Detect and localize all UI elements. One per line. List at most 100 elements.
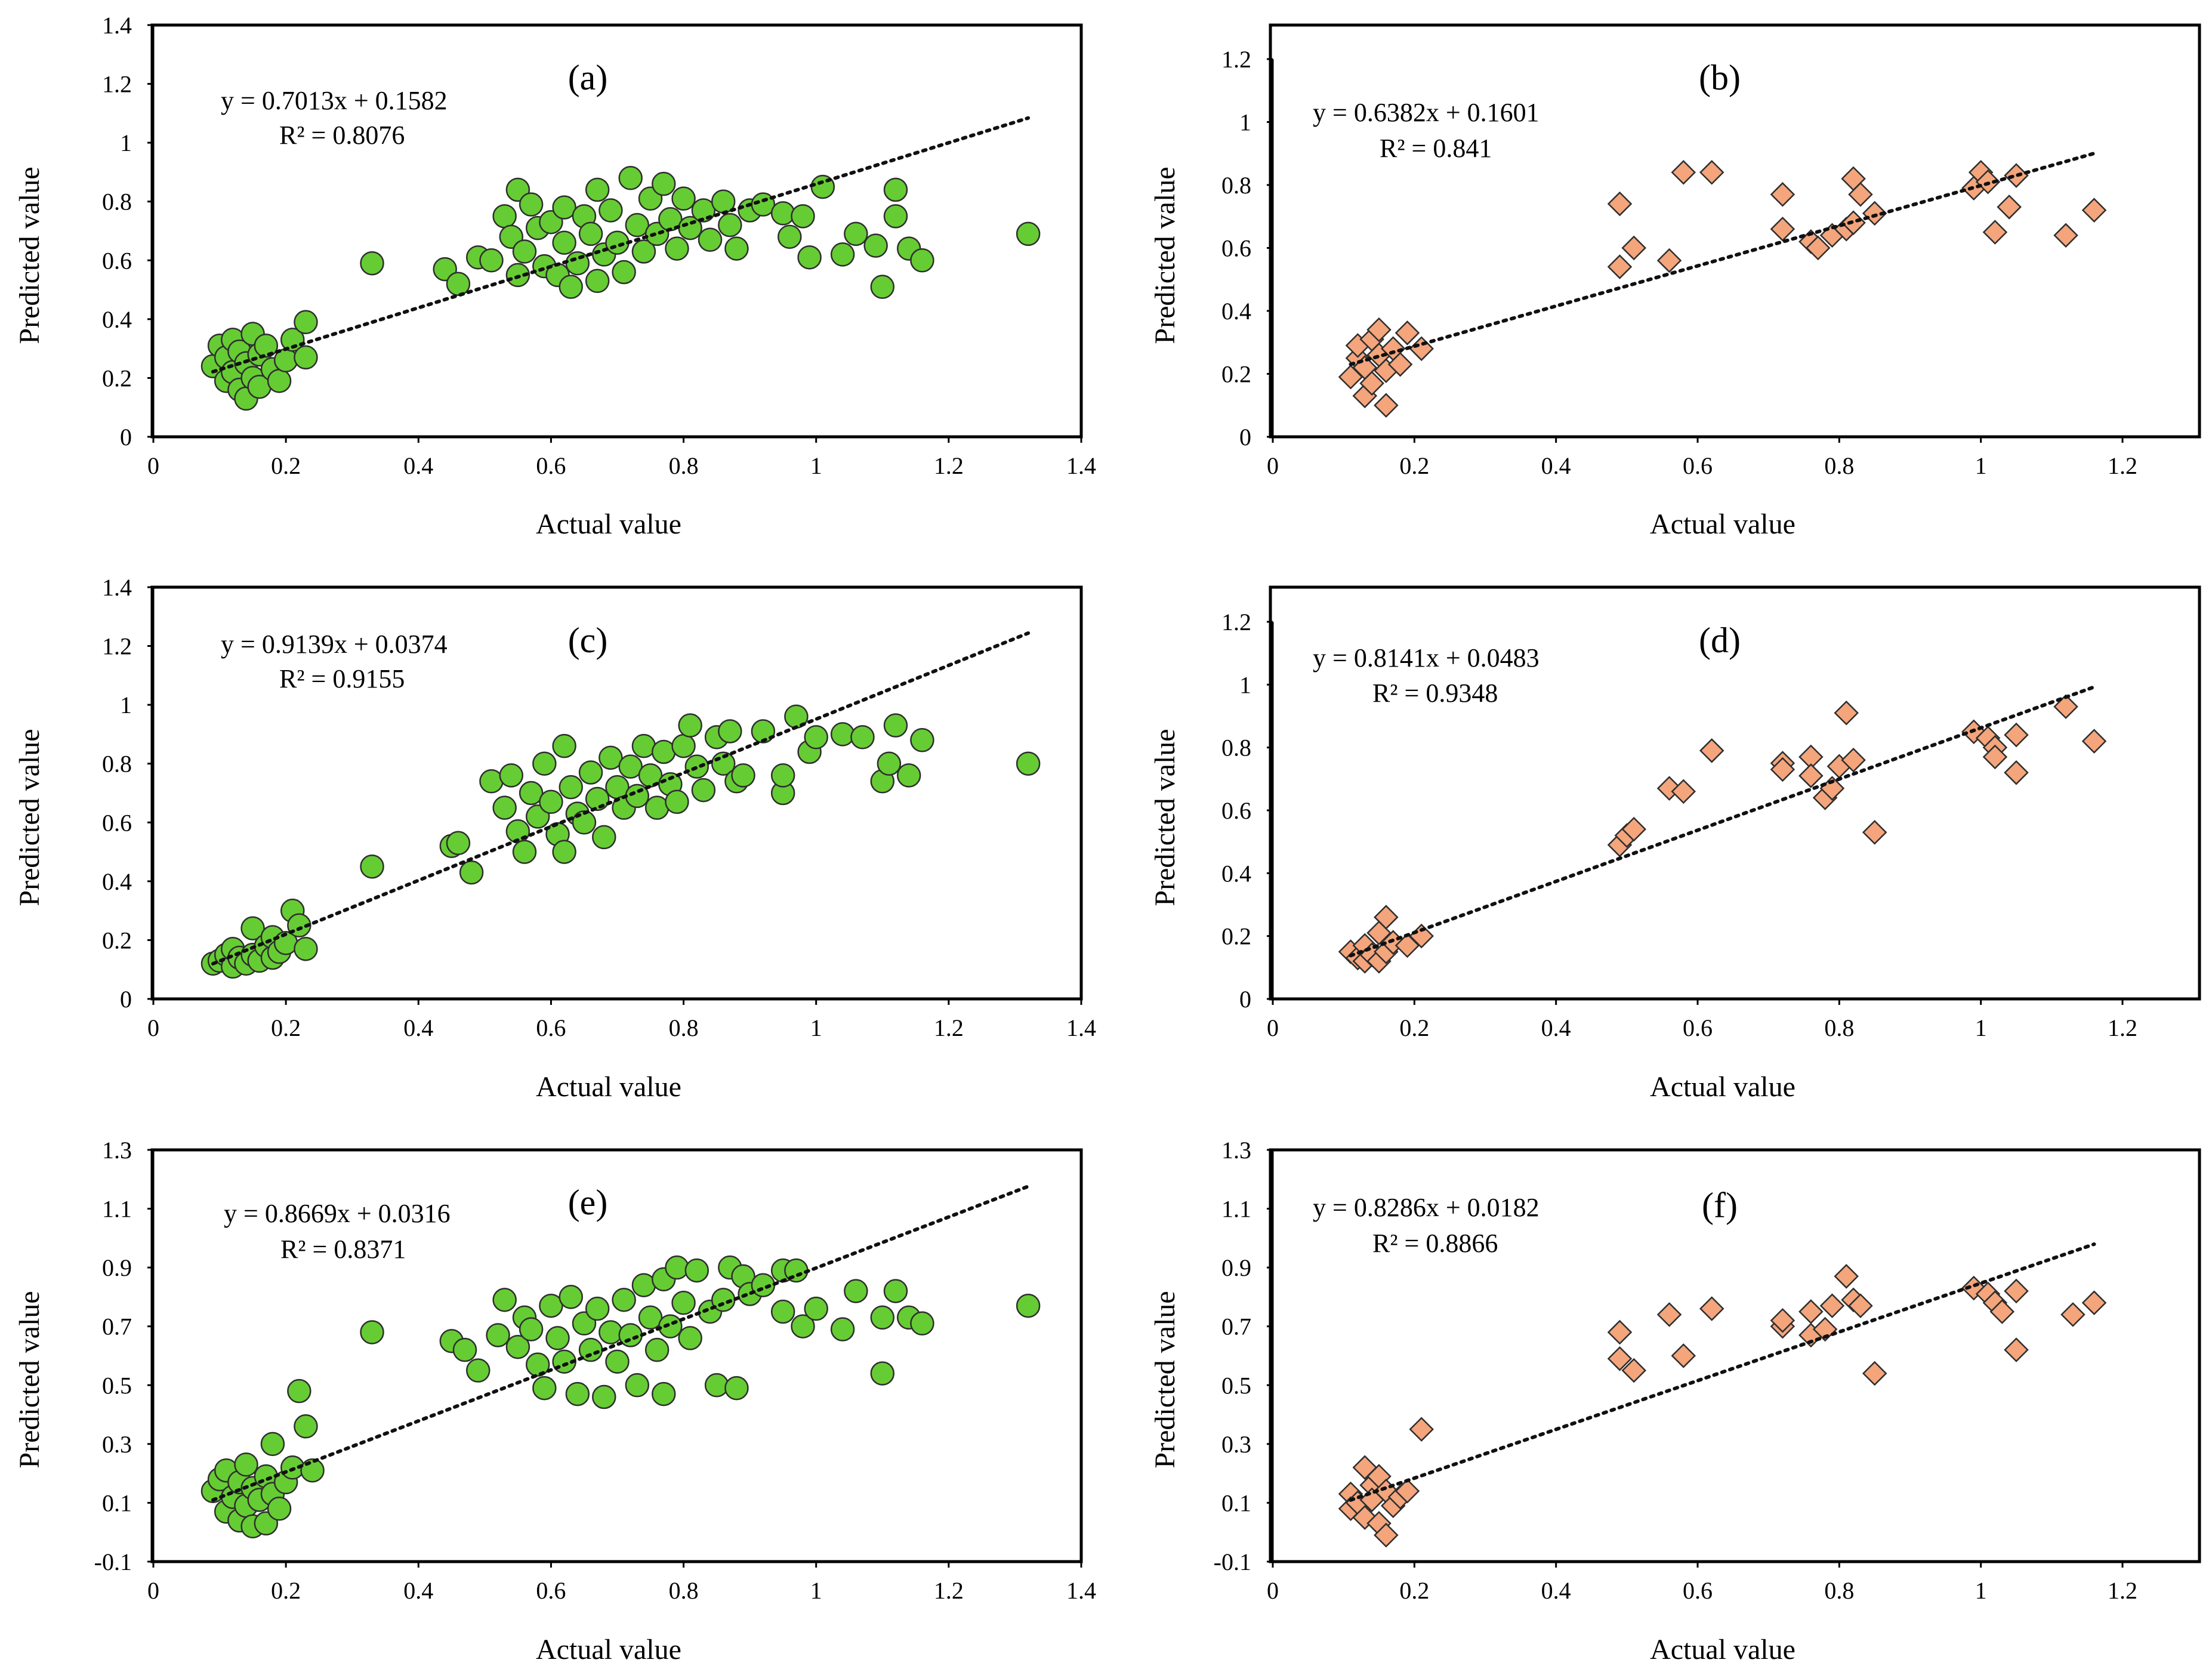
data-point-c xyxy=(910,728,934,752)
data-point-b xyxy=(1982,220,2008,245)
data-point-b xyxy=(1671,160,1696,185)
data-point-f xyxy=(1656,1302,1682,1327)
data-point-c xyxy=(446,831,471,856)
data-point-f xyxy=(1770,1308,1795,1333)
x-tick-label-c: 0.8 xyxy=(669,1014,699,1041)
trendline-d xyxy=(1349,685,2096,958)
data-point-e xyxy=(585,1296,610,1321)
x-tick-label-a: 1 xyxy=(810,452,822,479)
x-tick-label-b: 1 xyxy=(1975,452,1987,479)
panel-label-b: (b) xyxy=(1699,58,1741,97)
y-tick-label-a: 0.6 xyxy=(102,247,132,274)
y-tick-label-e: 0.5 xyxy=(102,1372,132,1399)
trendline-f xyxy=(1349,1242,2096,1502)
x-axis-label-d: Actual value xyxy=(1650,1071,1795,1103)
x-tick-label-f: 0.4 xyxy=(1541,1577,1571,1604)
x-tick-label-a: 0 xyxy=(147,452,159,479)
data-point-a xyxy=(625,212,650,237)
data-point-f xyxy=(1395,1478,1420,1504)
data-point-a xyxy=(830,242,855,267)
panel-b: (b) y = 0.6382x + 0.1601 R² = 0.841 Actu… xyxy=(1149,23,2201,540)
data-point-f xyxy=(1819,1293,1845,1318)
data-point-e xyxy=(287,1378,311,1403)
x-tick-label-a: 0.6 xyxy=(536,452,566,479)
y-tick-label-b: 0 xyxy=(1239,424,1251,451)
data-point-b xyxy=(1374,393,1399,418)
data-point-a xyxy=(652,171,676,196)
data-point-e xyxy=(830,1317,855,1341)
x-tick-label-b: 0.2 xyxy=(1399,452,1429,479)
x-axis-label-f: Actual value xyxy=(1650,1634,1795,1665)
data-point-b xyxy=(1366,317,1392,343)
data-point-e xyxy=(466,1358,490,1383)
x-tick-label-a: 0.8 xyxy=(669,452,699,479)
data-point-c xyxy=(512,840,537,864)
data-point-b xyxy=(1656,248,1682,273)
panel-label-f: (f) xyxy=(1702,1186,1738,1225)
data-point-b xyxy=(1805,235,1831,261)
y-tick-label-d: 0.6 xyxy=(1221,797,1251,824)
data-point-f xyxy=(1848,1293,1873,1318)
data-point-e xyxy=(300,1458,325,1483)
y-tick-label-a: 1.4 xyxy=(102,12,132,39)
x-tick-label-b: 0.4 xyxy=(1541,452,1571,479)
data-point-f xyxy=(1671,1343,1696,1368)
y-tick-label-b: 0.2 xyxy=(1221,361,1251,388)
x-tick-label-e: 1 xyxy=(810,1577,822,1604)
r-squared-c: R² = 0.9155 xyxy=(279,664,405,693)
data-point-c xyxy=(492,795,517,820)
x-tick-label-e: 0.4 xyxy=(403,1577,433,1604)
y-tick-label-e: 0.7 xyxy=(102,1313,132,1340)
x-tick-label-d: 0.4 xyxy=(1541,1014,1571,1041)
trendline-c xyxy=(211,631,1031,966)
data-point-e xyxy=(671,1291,696,1315)
x-tick-label-d: 0.2 xyxy=(1399,1014,1429,1041)
data-point-c xyxy=(850,725,875,749)
x-tick-label-c: 1.4 xyxy=(1066,1014,1096,1041)
x-tick-label-d: 0 xyxy=(1267,1014,1279,1041)
x-tick-label-d: 1.2 xyxy=(2108,1014,2137,1041)
data-point-f xyxy=(1862,1361,1887,1386)
x-tick-label-a: 1.2 xyxy=(934,452,964,479)
chart-f: 0 0.2 0.4 0.6 0.8 1 1.2 -0.1 0.1 0.3 0.5 0.7 0.9 1.1 1… xyxy=(1214,1137,2137,1604)
x-tick-label-c: 0.6 xyxy=(536,1014,566,1041)
y-axis-label-d: Predicted value xyxy=(1149,729,1181,906)
x-tick-label-b: 0.8 xyxy=(1824,452,1854,479)
y-tick-label-e: -0.1 xyxy=(94,1548,132,1575)
x-axis-label-c: Actual value xyxy=(536,1071,681,1103)
data-point-e xyxy=(452,1337,477,1362)
data-point-c xyxy=(644,795,670,820)
data-point-a xyxy=(718,212,742,237)
chart-e: 0 0.2 0.4 0.6 0.8 1 1.2 1.4 -0.1 0.1 0.3 0.5 0.7 0.9 1… xyxy=(94,1137,1096,1604)
x-tick-label-f: 0.8 xyxy=(1824,1577,1854,1604)
data-point-c xyxy=(240,916,265,940)
data-point-c xyxy=(804,725,828,749)
r-squared-e: R² = 0.8371 xyxy=(280,1235,406,1264)
data-point-a xyxy=(910,248,934,273)
data-point-c xyxy=(770,763,795,788)
data-point-b xyxy=(1387,351,1413,377)
data-point-a xyxy=(778,224,802,249)
x-axis-label-e: Actual value xyxy=(536,1634,681,1665)
data-point-d xyxy=(1862,820,1887,845)
data-point-c xyxy=(559,775,583,800)
data-point-e xyxy=(525,1352,550,1377)
data-point-a xyxy=(446,272,471,296)
y-tick-label-c: 0.4 xyxy=(102,868,132,895)
data-point-e xyxy=(910,1311,934,1336)
y-tick-label-d: 0.4 xyxy=(1221,860,1251,887)
data-point-c xyxy=(1016,751,1041,776)
data-point-e xyxy=(625,1373,650,1398)
x-tick-label-e: 0.2 xyxy=(271,1577,301,1604)
x-tick-label-b: 1.2 xyxy=(2108,452,2137,479)
y-tick-label-f: 1.3 xyxy=(1221,1137,1251,1164)
x-tick-label-f: 0 xyxy=(1267,1577,1279,1604)
y-tick-label-d: 0.2 xyxy=(1221,923,1251,950)
data-point-a xyxy=(863,233,888,258)
data-point-b xyxy=(2053,223,2078,248)
data-point-a xyxy=(492,204,517,229)
data-point-d xyxy=(1770,757,1795,782)
x-tick-label-c: 0.4 xyxy=(403,1014,433,1041)
data-point-a xyxy=(598,198,623,223)
data-point-a xyxy=(1016,221,1041,246)
